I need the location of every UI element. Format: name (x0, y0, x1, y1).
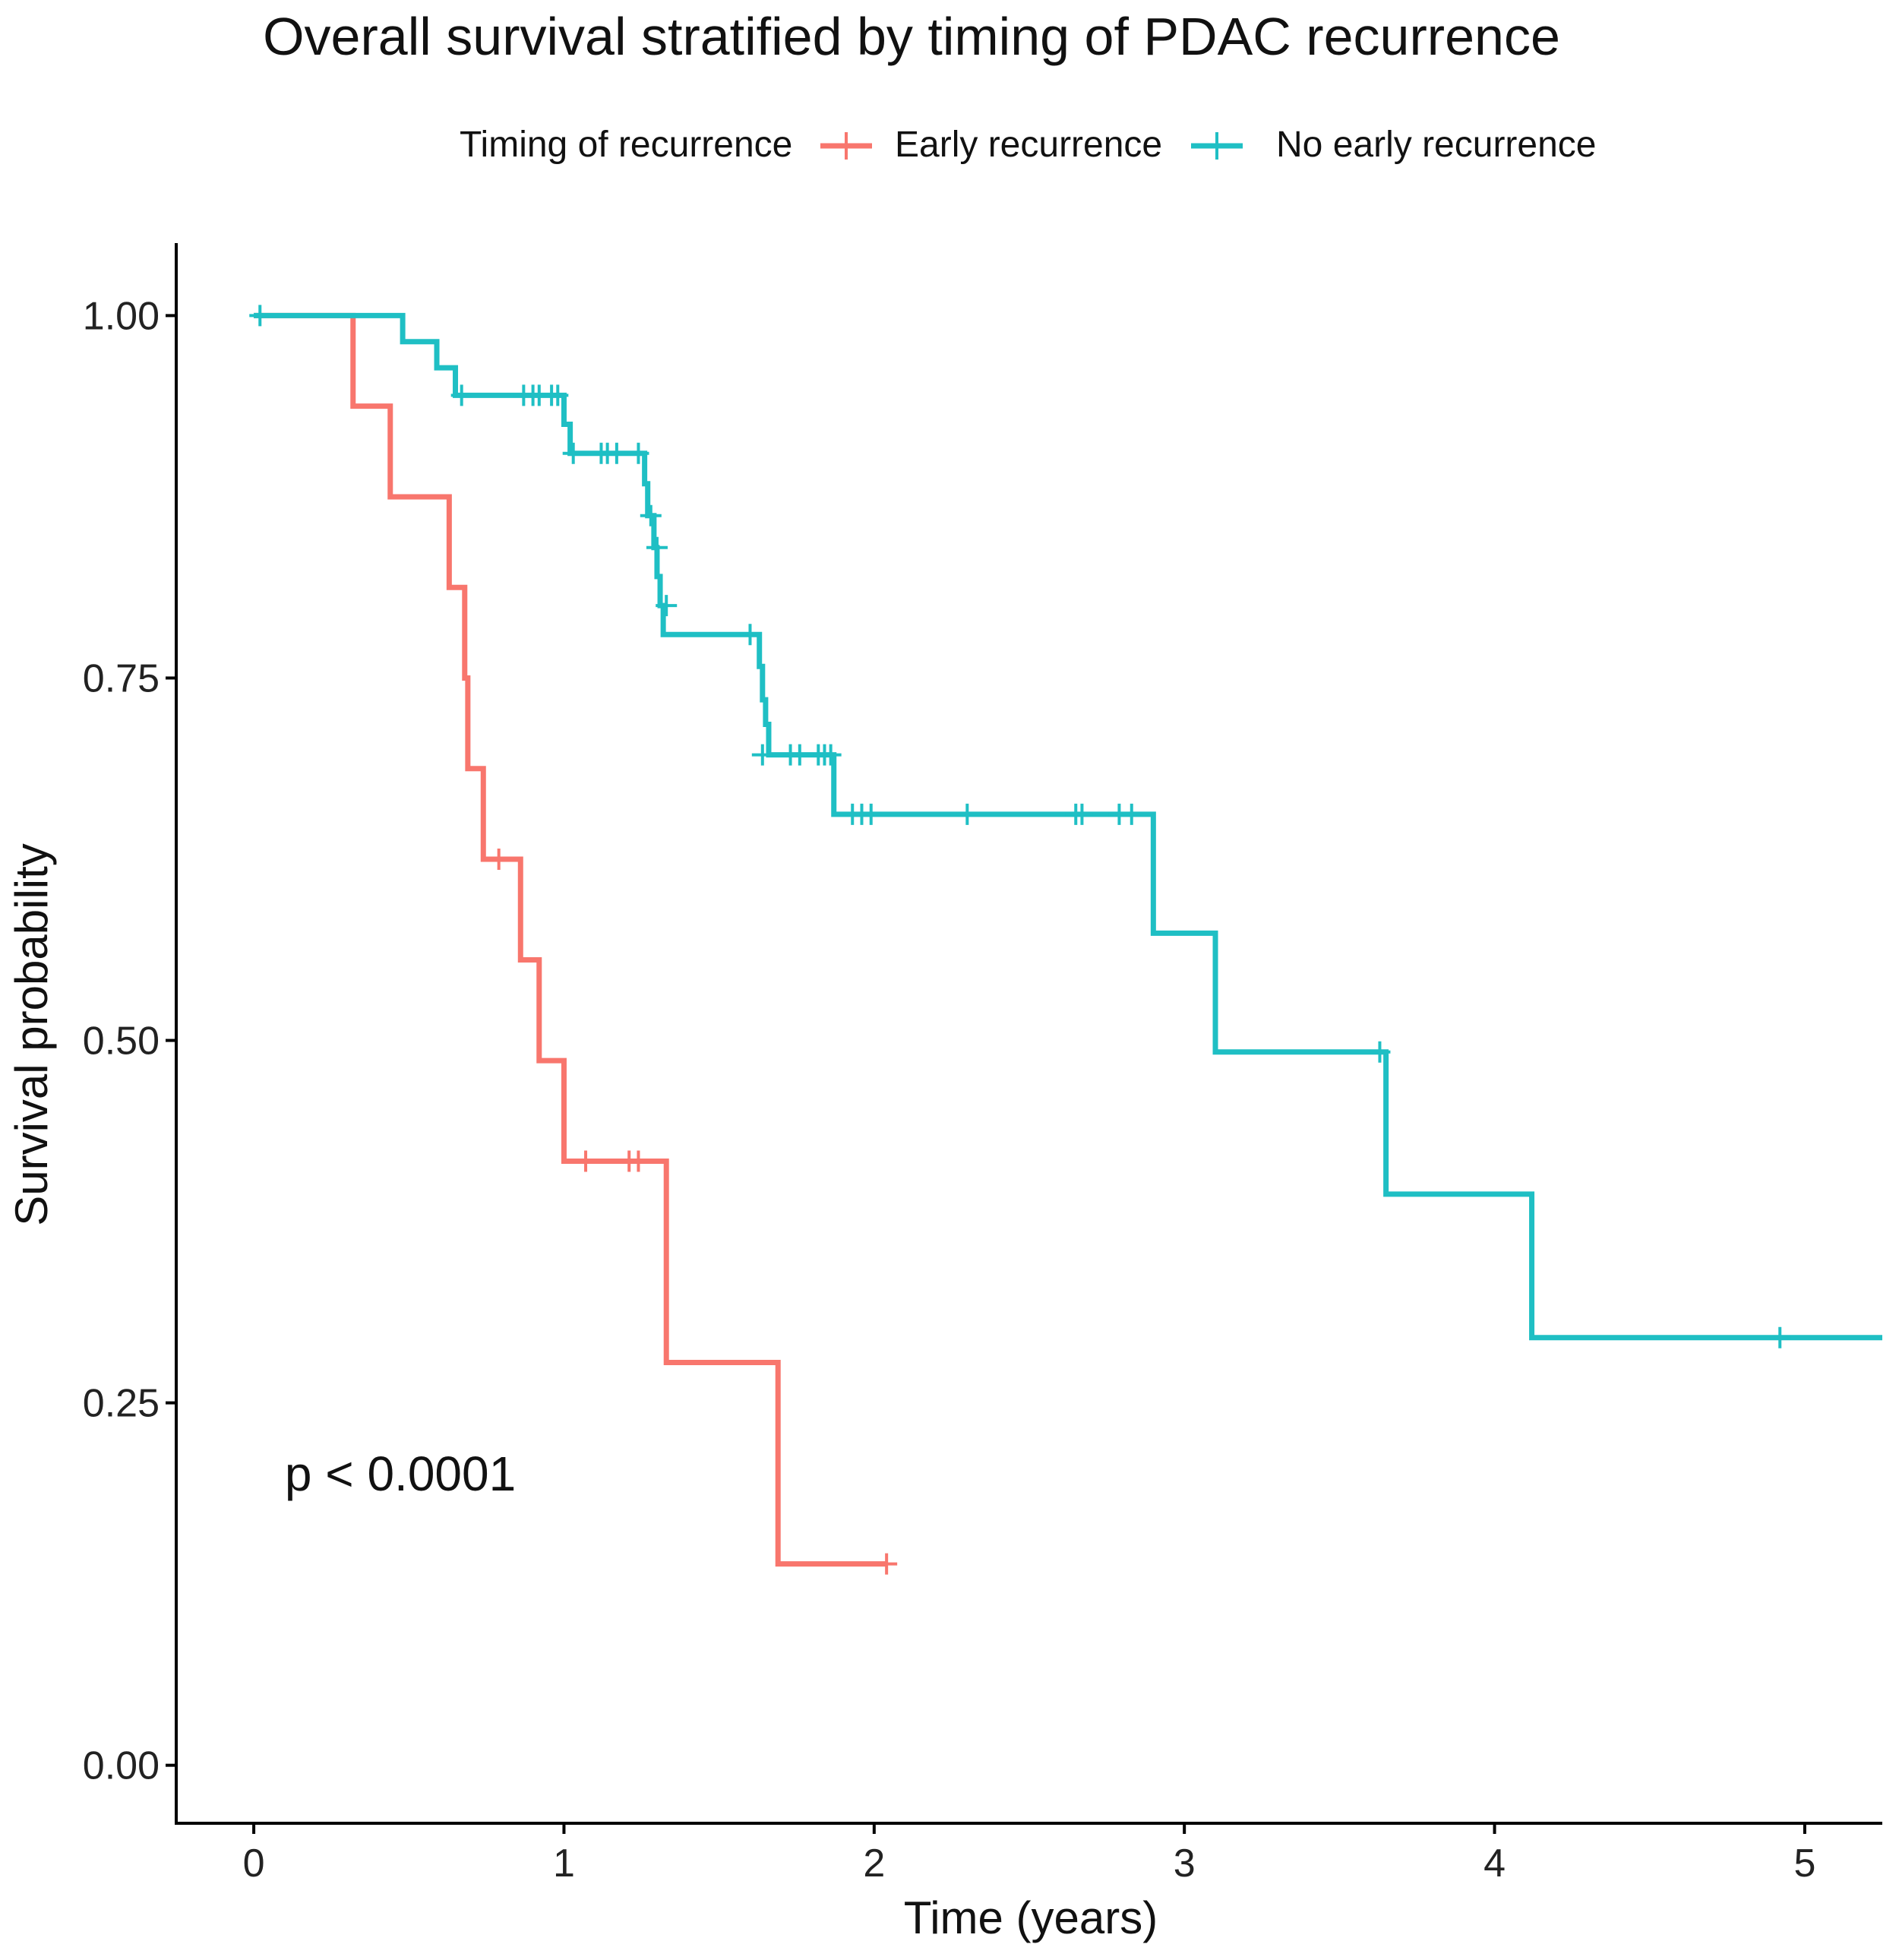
censor-mark-early-recurrence (575, 1150, 597, 1172)
x-tick-label: 2 (863, 1841, 885, 1886)
censor-mark-no-early-recurrence (450, 384, 472, 406)
censor-mark-no-early-recurrence (1120, 803, 1142, 825)
chart-title: Overall survival stratified by timing of… (263, 7, 1560, 66)
censor-mark-no-early-recurrence (820, 744, 842, 766)
survival-curves (254, 312, 1882, 1567)
p-value-annotation: p < 0.0001 (285, 1446, 516, 1501)
y-ticks: 0.00 0.25 0.50 0.75 1.00 (83, 294, 176, 1788)
curve-no-early-recurrence (254, 312, 1882, 1341)
y-tick-label: 0.25 (83, 1382, 160, 1426)
censor-mark-no-early-recurrence (956, 803, 978, 825)
legend-title: Timing of recurrence (460, 125, 792, 165)
x-ticks: 0 1 2 3 4 5 (243, 1823, 1815, 1886)
censor-mark-no-early-recurrence (562, 442, 584, 464)
x-tick-label: 5 (1793, 1841, 1815, 1886)
censor-mark-no-early-recurrence (640, 504, 662, 526)
x-tick-label: 4 (1483, 1841, 1506, 1886)
y-tick-label: 1.00 (83, 294, 160, 338)
y-axis-title: Survival probability (6, 843, 57, 1226)
y-tick-label: 0.75 (83, 656, 160, 700)
censor-mark-no-early-recurrence (1071, 803, 1093, 825)
y-tick-label: 0.00 (83, 1744, 160, 1788)
censor-mark-no-early-recurrence (249, 305, 271, 327)
legend-label-early-recurrence: Early recurrence (895, 125, 1162, 165)
x-tick-label: 1 (553, 1841, 575, 1886)
censor-mark-early-recurrence (876, 1553, 898, 1575)
censor-mark-no-early-recurrence (1769, 1326, 1791, 1348)
x-axis-title: Time (years) (904, 1892, 1158, 1943)
censor-mark-no-early-recurrence (788, 744, 810, 766)
y-tick-label: 0.50 (83, 1020, 160, 1064)
x-tick-label: 0 (243, 1841, 265, 1886)
censor-marks (249, 305, 1791, 1575)
axes (175, 243, 1882, 1825)
censor-mark-early-recurrence (488, 849, 510, 871)
censor-mark-no-early-recurrence (605, 442, 627, 464)
censor-mark-no-early-recurrence (1369, 1041, 1391, 1063)
censor-mark-no-early-recurrence (860, 803, 882, 825)
legend: Timing of recurrence Early recurrence No… (460, 125, 1597, 165)
censor-mark-no-early-recurrence (646, 536, 668, 558)
censor-mark-no-early-recurrence (656, 595, 678, 617)
curve-early-recurrence (254, 312, 887, 1567)
censor-mark-no-early-recurrence (751, 744, 773, 766)
legend-label-no-early-recurrence: No early recurrence (1276, 125, 1597, 165)
censor-mark-no-early-recurrence (739, 624, 761, 646)
censor-mark-no-early-recurrence (627, 442, 649, 464)
x-tick-label: 3 (1174, 1841, 1196, 1886)
censor-mark-early-recurrence (627, 1150, 649, 1172)
censor-mark-no-early-recurrence (547, 384, 569, 406)
